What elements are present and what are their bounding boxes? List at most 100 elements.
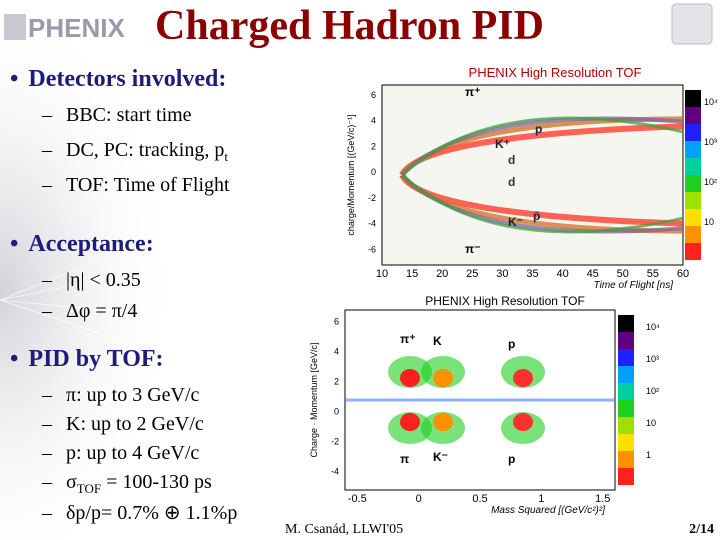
bullet-item: – K: up to 2 GeV/c xyxy=(42,413,204,436)
particle-label: K xyxy=(433,334,442,348)
density-blob xyxy=(433,413,453,431)
page-number: 2/14 xyxy=(689,522,714,537)
item-subscript: t xyxy=(224,149,228,164)
color-scale-label: 10³ xyxy=(704,137,717,147)
dash: – xyxy=(42,300,52,322)
x-axis-label: Mass Squared [(GeV/c²)²] xyxy=(491,505,605,516)
y-tick-label: 0 xyxy=(371,167,376,177)
particle-label: p xyxy=(535,122,542,136)
density-blob xyxy=(513,369,533,387)
color-scale-cell xyxy=(685,209,701,226)
color-scale-cell xyxy=(618,468,634,485)
color-scale-cell xyxy=(685,158,701,175)
y-tick-label: 2 xyxy=(334,377,339,387)
particle-label: K⁺ xyxy=(495,137,510,151)
dash: – xyxy=(42,174,52,196)
bullet-item: – p: up to 4 GeV/c xyxy=(42,442,199,465)
color-scale-label: 1 xyxy=(646,450,651,460)
x-tick-label: 0.5 xyxy=(472,493,487,505)
item-text: |η| < 0.35 xyxy=(66,269,141,291)
item-text: Δφ = π/4 xyxy=(66,300,138,322)
color-scale-label: 10⁴ xyxy=(646,322,660,332)
particle-label: K⁻ xyxy=(508,215,523,229)
color-scale-cell xyxy=(685,107,701,124)
heading-text: Detectors involved: xyxy=(28,66,227,92)
y-tick-label: 6 xyxy=(371,90,376,100)
x-tick-label: 30 xyxy=(496,268,508,280)
color-scale-cell xyxy=(618,349,634,366)
x-axis-label: Time of Flight [ns] xyxy=(594,280,674,290)
footer-author: M. Csanád, LLWI'05 xyxy=(285,522,404,537)
logo: PHENIX xyxy=(28,13,125,43)
color-scale-cell xyxy=(685,175,701,192)
color-scale-label: 10 xyxy=(704,217,714,227)
bullet-item: – Δφ = π/4 xyxy=(42,300,137,323)
density-blob xyxy=(400,413,420,431)
y-tick-label: -2 xyxy=(331,437,339,447)
bullet-dot: • xyxy=(10,346,19,372)
bullet-dot: • xyxy=(10,66,19,92)
particle-label: π⁺ xyxy=(400,332,416,346)
x-tick-label: 20 xyxy=(436,268,448,280)
color-scale-cell xyxy=(618,400,634,417)
particle-label: d xyxy=(508,153,515,167)
color-scale-label: 10³ xyxy=(646,354,659,364)
dash: – xyxy=(42,413,52,435)
color-scale-cell xyxy=(618,434,634,451)
plot-title: PHENIX High Resolution TOF xyxy=(425,295,585,308)
plot-title: PHENIX High Resolution TOF xyxy=(469,65,642,80)
dash: – xyxy=(42,104,52,126)
item-text: p: up to 4 GeV/c xyxy=(66,442,200,464)
density-blob xyxy=(400,369,420,387)
y-tick-label: 6 xyxy=(334,317,339,327)
y-tick-label: 4 xyxy=(334,347,339,357)
heading-text: PID by TOF: xyxy=(28,346,164,372)
color-scale-cell xyxy=(618,451,634,468)
bullet-item: – DC, PC: tracking, pt xyxy=(42,139,228,165)
dash: – xyxy=(42,502,52,524)
color-scale-cell xyxy=(685,226,701,243)
y-tick-label: 2 xyxy=(371,141,376,151)
color-scale-label: 10² xyxy=(646,386,659,396)
particle-label: π⁺ xyxy=(465,85,481,99)
y-tick-label: 0 xyxy=(334,407,339,417)
y-tick-label: 4 xyxy=(371,116,376,126)
x-tick-label: 15 xyxy=(406,268,418,280)
dash: – xyxy=(42,139,52,161)
density-band xyxy=(401,116,684,177)
bullet-item: – δp/p= 0.7% ⊕ 1.1%p xyxy=(42,500,237,525)
item-text: π: up to 3 GeV/c xyxy=(66,384,200,406)
x-tick-label: 55 xyxy=(647,268,659,280)
density-band xyxy=(401,173,684,234)
color-scale-cell xyxy=(618,332,634,349)
bullet-item: – BBC: start time xyxy=(42,104,192,127)
dash: – xyxy=(42,471,52,493)
item-text: DC, PC: tracking, p xyxy=(66,139,225,161)
dash: – xyxy=(42,269,52,291)
item-text: = 100-130 ps xyxy=(101,471,212,493)
particle-label: p̄ xyxy=(533,209,540,223)
particle-label: p xyxy=(508,452,515,466)
y-tick-label: -6 xyxy=(368,244,376,254)
color-scale-label: 10² xyxy=(704,177,717,187)
section-heading: • Detectors involved: xyxy=(10,66,226,93)
bullet-item: – |η| < 0.35 xyxy=(42,269,141,292)
bullet-dot: • xyxy=(10,231,19,257)
density-blob xyxy=(513,413,533,431)
plot-frame xyxy=(381,84,684,266)
item-text: K: up to 2 GeV/c xyxy=(66,413,204,435)
particle-label: K⁻ xyxy=(433,450,448,464)
section-heading: • Acceptance: xyxy=(10,231,154,258)
x-tick-label: 25 xyxy=(466,268,478,280)
color-scale-cell xyxy=(685,124,701,141)
y-tick-label: -2 xyxy=(368,193,376,203)
item-text: σ xyxy=(66,471,77,493)
heading-text: Acceptance: xyxy=(28,231,154,257)
color-scale-label: 10⁴ xyxy=(704,97,718,107)
x-tick-label: 10 xyxy=(376,268,388,280)
color-scale-cell xyxy=(685,243,701,260)
x-tick-label: 50 xyxy=(617,268,629,280)
x-tick-label: 45 xyxy=(587,268,599,280)
item-text: δp/p= 0.7% ⊕ 1.1%p xyxy=(66,502,238,524)
